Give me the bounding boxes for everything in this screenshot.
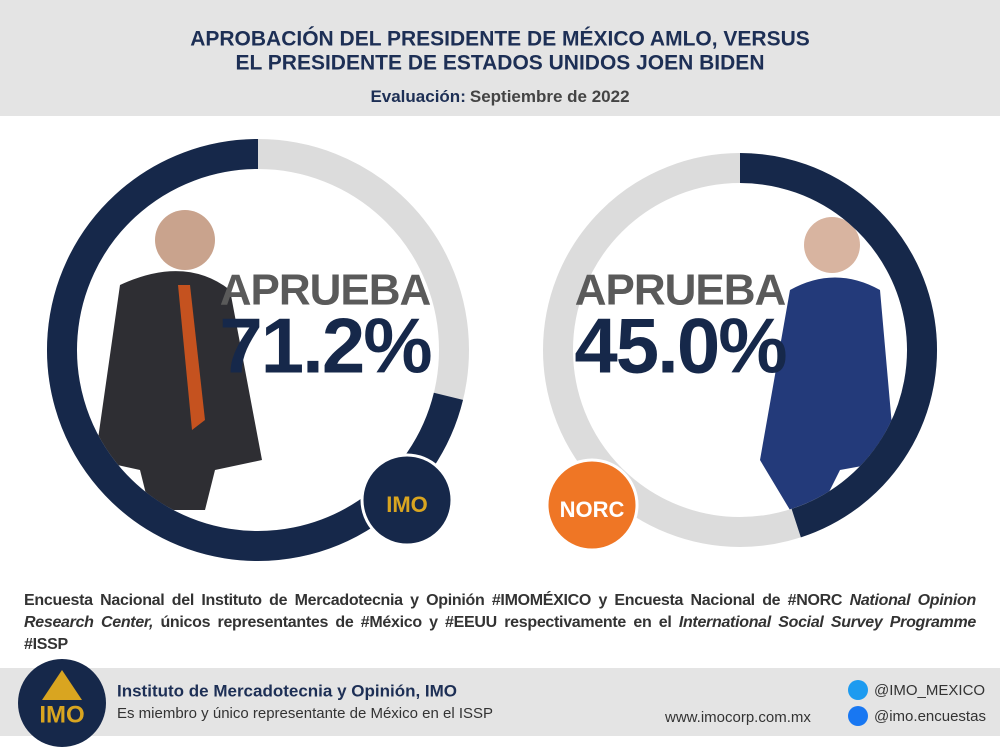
logo-text: NORC xyxy=(560,497,625,522)
source-note: Encuesta Nacional del Instituto de Merca… xyxy=(24,590,976,656)
photo-amlo xyxy=(95,210,262,510)
facebook-icon xyxy=(848,706,868,726)
note-text: National Opinion Research Center, xyxy=(24,592,976,631)
donut-label: APRUEBA xyxy=(220,266,431,315)
logo-badge xyxy=(545,458,639,552)
note-text: Encuesta Nacional del Instituto de Merca… xyxy=(24,592,850,609)
subtitle: Evaluación: Septiembre de 2022 xyxy=(370,87,629,106)
logo-badge xyxy=(360,453,454,547)
twitter-icon xyxy=(848,680,868,700)
logo-icon xyxy=(42,670,82,700)
donut-arc xyxy=(739,153,937,538)
footer-website: www.imocorp.com.mx xyxy=(664,709,811,726)
footer-description: Es miembro y único representante de Méxi… xyxy=(117,705,493,722)
footer-org: Instituto de Mercadotecnia y Opinión, IM… xyxy=(117,681,457,700)
donut-value-label: 71.2% xyxy=(219,302,431,390)
note-text: únicos representantes de #México y #EEUU… xyxy=(153,614,679,631)
photo-biden xyxy=(760,217,895,510)
footer-logo-text: IMO xyxy=(39,701,84,728)
footer-band xyxy=(0,668,1000,736)
title-line: APROBACIÓN DEL PRESIDENTE DE MÉXICO AMLO… xyxy=(190,27,810,51)
subtitle-value: Septiembre de 2022 xyxy=(470,87,630,106)
logo-text: IMO xyxy=(386,492,428,517)
donut-value-label: 45.0% xyxy=(574,302,786,390)
footer-logo xyxy=(18,659,106,747)
title-line: EL PRESIDENTE DE ESTADOS UNIDOS JOEN BID… xyxy=(236,52,765,75)
footer-twitter: @IMO_MEXICO xyxy=(874,682,985,699)
header-band xyxy=(0,0,1000,116)
note-text: International Social Survey Programme xyxy=(678,614,977,631)
note-text: #ISSP xyxy=(24,636,68,653)
donut-label: APRUEBA xyxy=(575,266,786,315)
footer-facebook: @imo.encuestas xyxy=(874,708,986,725)
subtitle-label: Evaluación: xyxy=(370,87,465,106)
